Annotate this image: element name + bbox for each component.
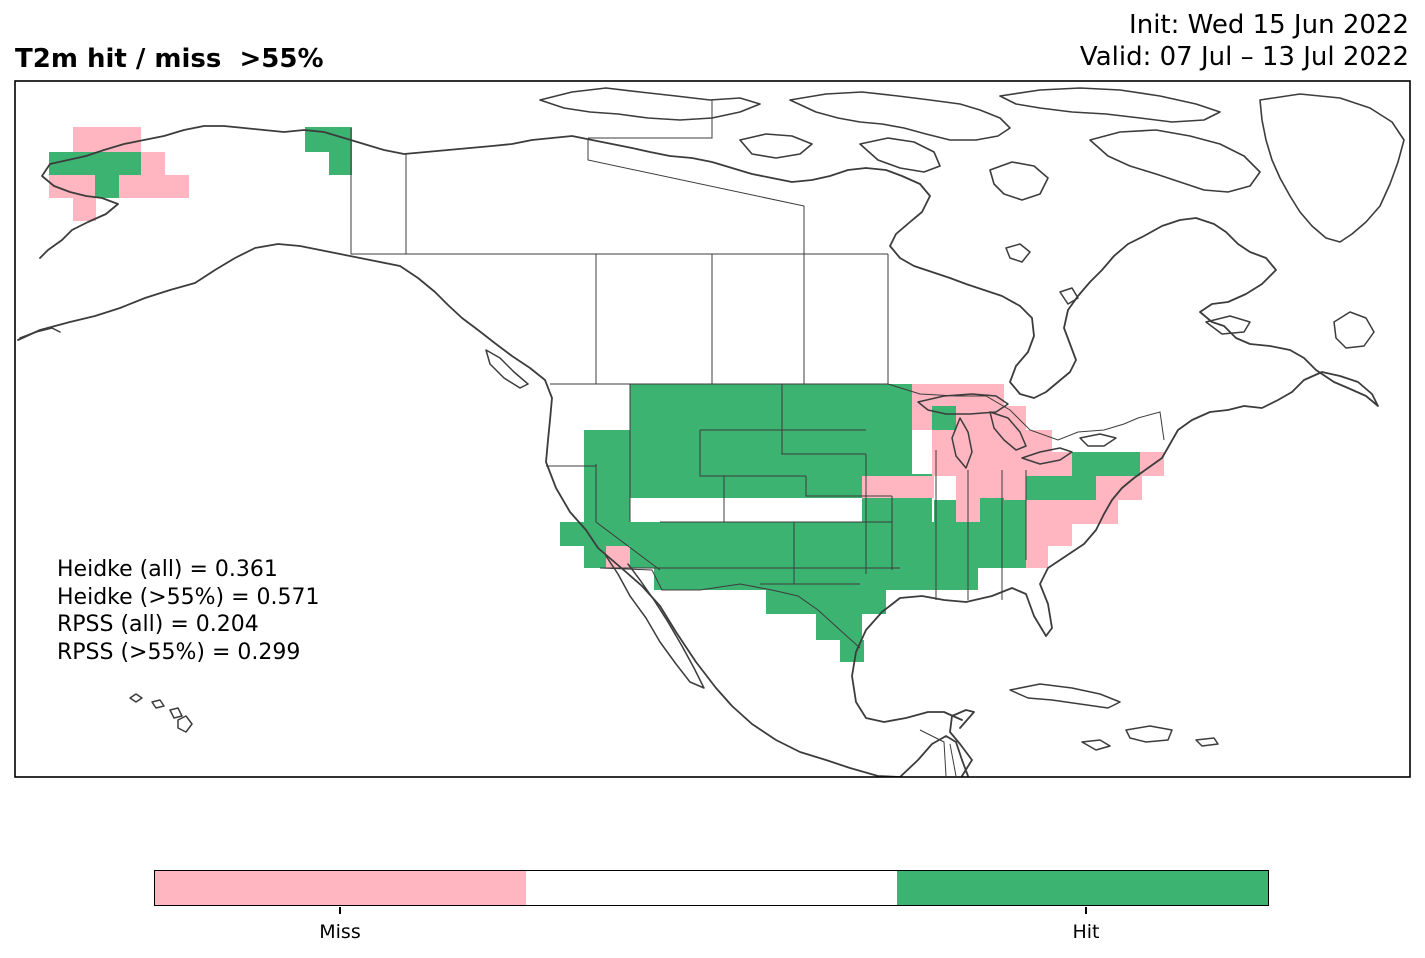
us-canada-border	[350, 128, 888, 255]
coastline	[1089, 129, 1261, 193]
miss-cell	[73, 198, 96, 221]
miss-cell	[1026, 524, 1072, 546]
lake	[989, 411, 1027, 451]
hit-cell	[630, 430, 912, 476]
coastline	[129, 693, 193, 733]
colorbar-neutral-segment	[526, 871, 897, 905]
map-outlines	[17, 87, 1405, 777]
heidke-all: Heidke (all) = 0.361	[57, 557, 278, 582]
hit-cell	[329, 152, 352, 175]
coastline	[789, 91, 1011, 141]
hit-cell	[95, 175, 119, 198]
coastline	[1333, 311, 1375, 349]
hit-cell	[904, 568, 978, 590]
hit-cell	[1072, 452, 1140, 476]
coastline	[1125, 725, 1173, 743]
lake	[1079, 433, 1117, 447]
valid-period: Valid: 07 Jul – 13 Jul 2022	[1079, 42, 1409, 72]
coastline	[605, 555, 705, 689]
miss-cell	[1004, 476, 1026, 500]
miss-cell	[862, 476, 886, 498]
us-canada-border	[550, 383, 1165, 441]
mexico-border	[919, 729, 957, 777]
coastline	[1081, 737, 1219, 751]
coastline	[485, 349, 529, 389]
colorbar-tick-miss	[339, 907, 341, 914]
borders	[350, 100, 1165, 777]
us-state-borders	[546, 384, 1027, 600]
hit-cell	[630, 384, 912, 430]
canada-province-borders	[405, 100, 889, 384]
map-title: T2m hit / miss >55%	[15, 44, 324, 74]
miss-cell	[1096, 500, 1118, 524]
coastline	[17, 125, 1379, 777]
hit-cell	[816, 614, 862, 640]
hit-cell	[584, 522, 934, 568]
scores-box: Heidke (all) = 0.361 Heidke (>55%) = 0.5…	[57, 556, 320, 666]
hit-cell	[49, 152, 141, 175]
hit-cell	[980, 498, 1004, 522]
colorbar-label-hit: Hit	[1072, 921, 1100, 943]
colorbar-label-miss: Miss	[319, 921, 361, 943]
coastline	[1259, 93, 1405, 243]
miss-cell	[1026, 546, 1048, 568]
rpss-55: RPSS (>55%) = 0.299	[57, 639, 301, 665]
coastline	[989, 161, 1049, 201]
us-mexico-border	[599, 567, 861, 649]
lake	[1021, 447, 1073, 465]
colorbar-miss-segment	[155, 871, 526, 905]
miss-cell	[73, 127, 141, 152]
miss-cell	[932, 430, 1052, 452]
miss-cell	[886, 476, 934, 498]
coastline	[1009, 683, 1121, 709]
lake	[1005, 243, 1031, 263]
rpss-all: RPSS (all) = 0.204	[57, 612, 259, 637]
miss-cell	[141, 152, 165, 175]
hit-cell	[630, 476, 862, 498]
hit-cell	[1026, 476, 1098, 500]
coastline	[739, 133, 813, 159]
coastline	[539, 87, 761, 121]
miss-cell	[606, 546, 630, 568]
hit-cell	[560, 522, 584, 546]
coastline	[999, 87, 1221, 123]
colorbar-tick-hit	[1085, 907, 1087, 914]
init-date: Init: Wed 15 Jun 2022	[1129, 10, 1409, 40]
miss-cell	[1140, 452, 1164, 476]
colorbar-hit-segment	[897, 871, 1268, 905]
hit-cell	[1004, 500, 1028, 524]
coastline	[19, 327, 61, 339]
coastline	[1059, 287, 1079, 305]
hit-cell	[766, 590, 886, 614]
hit-cell	[584, 476, 630, 522]
lake	[917, 393, 1009, 415]
coastline	[1205, 315, 1251, 335]
miss-cell	[119, 175, 189, 198]
map-frame	[14, 80, 1411, 778]
colorbar	[154, 870, 1269, 906]
miss-cell	[1096, 476, 1142, 500]
lake	[951, 417, 973, 469]
coastline	[859, 137, 941, 173]
hit-cell	[932, 406, 956, 430]
heidke-55: Heidke (>55%) = 0.571	[57, 584, 320, 610]
grid-cells	[49, 127, 1164, 662]
hit-cell	[862, 498, 932, 522]
